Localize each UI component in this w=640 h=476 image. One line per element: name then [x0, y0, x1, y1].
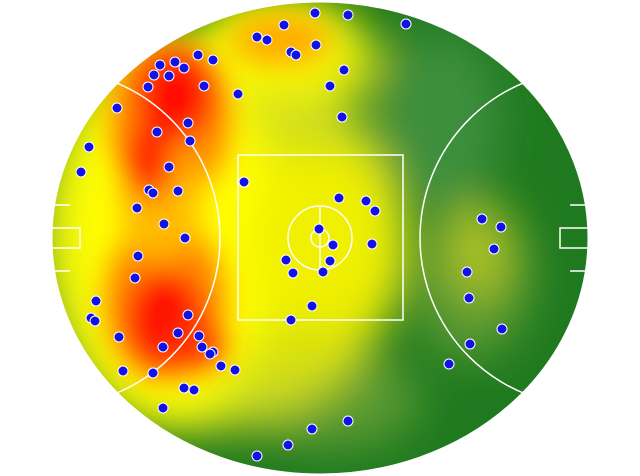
- point: [464, 338, 476, 350]
- point: [89, 315, 101, 327]
- point: [157, 402, 169, 414]
- point: [132, 250, 144, 262]
- point: [463, 292, 475, 304]
- point: [193, 330, 205, 342]
- point: [324, 255, 336, 267]
- point: [117, 365, 129, 377]
- point: [129, 272, 141, 284]
- point: [400, 18, 412, 30]
- point: [306, 300, 318, 312]
- point: [338, 64, 350, 76]
- point: [366, 238, 378, 250]
- point: [251, 450, 263, 462]
- point: [163, 70, 175, 82]
- point: [313, 223, 325, 235]
- point: [238, 176, 250, 188]
- point: [309, 7, 321, 19]
- point: [278, 19, 290, 31]
- point: [90, 295, 102, 307]
- point: [172, 327, 184, 339]
- point: [496, 323, 508, 335]
- point: [360, 195, 372, 207]
- points: [75, 7, 508, 462]
- point: [196, 341, 208, 353]
- point: [113, 331, 125, 343]
- point: [261, 34, 273, 46]
- point: [178, 382, 190, 394]
- point: [169, 56, 181, 68]
- point: [317, 266, 329, 278]
- point: [290, 49, 302, 61]
- point: [327, 239, 339, 251]
- point: [232, 88, 244, 100]
- point: [229, 364, 241, 376]
- point: [204, 348, 216, 360]
- point: [287, 267, 299, 279]
- point: [172, 185, 184, 197]
- point: [488, 243, 500, 255]
- point: [342, 415, 354, 427]
- point: [336, 111, 348, 123]
- point: [142, 81, 154, 93]
- point: [495, 221, 507, 233]
- point: [333, 192, 345, 204]
- point: [179, 232, 191, 244]
- point: [476, 213, 488, 225]
- point: [178, 62, 190, 74]
- point: [215, 360, 227, 372]
- point: [147, 187, 159, 199]
- point: [285, 314, 297, 326]
- point: [282, 439, 294, 451]
- point: [182, 117, 194, 129]
- point: [131, 202, 143, 214]
- point: [310, 39, 322, 51]
- point: [163, 161, 175, 173]
- point: [198, 80, 210, 92]
- point: [306, 423, 318, 435]
- point: [111, 102, 123, 114]
- point: [207, 54, 219, 66]
- point: [443, 358, 455, 370]
- point: [83, 141, 95, 153]
- point: [251, 31, 263, 43]
- point: [184, 135, 196, 147]
- point: [369, 205, 381, 217]
- point: [182, 309, 194, 321]
- point: [280, 254, 292, 266]
- point: [148, 69, 160, 81]
- point: [158, 218, 170, 230]
- point: [461, 266, 473, 278]
- boundary: [51, 1, 589, 475]
- point: [147, 367, 159, 379]
- point: [75, 166, 87, 178]
- point: [157, 341, 169, 353]
- point: [188, 384, 200, 396]
- point: [324, 80, 336, 92]
- point: [151, 126, 163, 138]
- point: [192, 49, 204, 61]
- point: [342, 9, 354, 21]
- point: [154, 59, 166, 71]
